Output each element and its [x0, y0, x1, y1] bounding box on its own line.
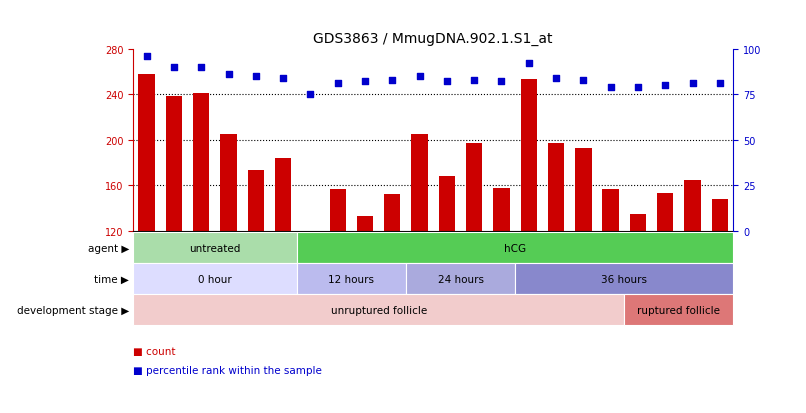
Text: unruptured follicle: unruptured follicle — [330, 305, 426, 315]
Text: agent ▶: agent ▶ — [88, 243, 129, 253]
Point — [386, 77, 399, 84]
Text: hCG: hCG — [504, 243, 526, 253]
Point — [195, 64, 208, 71]
Point — [440, 79, 453, 85]
Bar — [193, 94, 210, 231]
Bar — [466, 144, 482, 231]
Bar — [330, 189, 346, 231]
Bar — [411, 135, 428, 231]
Point — [495, 79, 508, 85]
Bar — [602, 189, 619, 231]
Bar — [166, 97, 182, 231]
Text: ■ count: ■ count — [133, 346, 176, 356]
Text: 24 hours: 24 hours — [438, 274, 484, 284]
Point — [604, 84, 617, 91]
Bar — [657, 194, 674, 231]
Point — [713, 81, 726, 88]
Point — [522, 61, 535, 67]
Bar — [712, 199, 728, 231]
Bar — [629, 214, 646, 231]
Bar — [521, 80, 537, 231]
Bar — [247, 171, 264, 231]
Text: ruptured follicle: ruptured follicle — [638, 305, 721, 315]
Point — [686, 81, 699, 88]
Point — [467, 77, 480, 84]
Bar — [302, 231, 318, 233]
Point — [550, 75, 563, 82]
Bar — [384, 195, 401, 231]
Bar — [139, 75, 155, 231]
Point — [140, 54, 153, 60]
Text: untreated: untreated — [189, 243, 240, 253]
Point — [631, 84, 644, 91]
Bar — [220, 135, 237, 231]
Point — [413, 74, 426, 80]
Text: time ▶: time ▶ — [94, 274, 129, 284]
Point — [331, 81, 344, 88]
Text: 36 hours: 36 hours — [601, 274, 647, 284]
Point — [659, 83, 671, 89]
Bar — [438, 177, 455, 231]
Text: 0 hour: 0 hour — [198, 274, 232, 284]
Point — [222, 72, 235, 78]
Point — [168, 64, 181, 71]
Bar — [275, 159, 291, 231]
Bar — [575, 148, 592, 231]
Point — [276, 75, 289, 82]
Text: development stage ▶: development stage ▶ — [17, 305, 129, 315]
Text: 12 hours: 12 hours — [328, 274, 374, 284]
Title: GDS3863 / MmugDNA.902.1.S1_at: GDS3863 / MmugDNA.902.1.S1_at — [314, 32, 553, 46]
Bar — [548, 144, 564, 231]
Point — [577, 77, 590, 84]
Point — [304, 92, 317, 98]
Point — [249, 74, 262, 80]
Bar — [684, 180, 700, 231]
Point — [359, 79, 372, 85]
Text: ■ percentile rank within the sample: ■ percentile rank within the sample — [133, 365, 322, 375]
Bar — [493, 188, 509, 231]
Bar — [357, 216, 373, 231]
